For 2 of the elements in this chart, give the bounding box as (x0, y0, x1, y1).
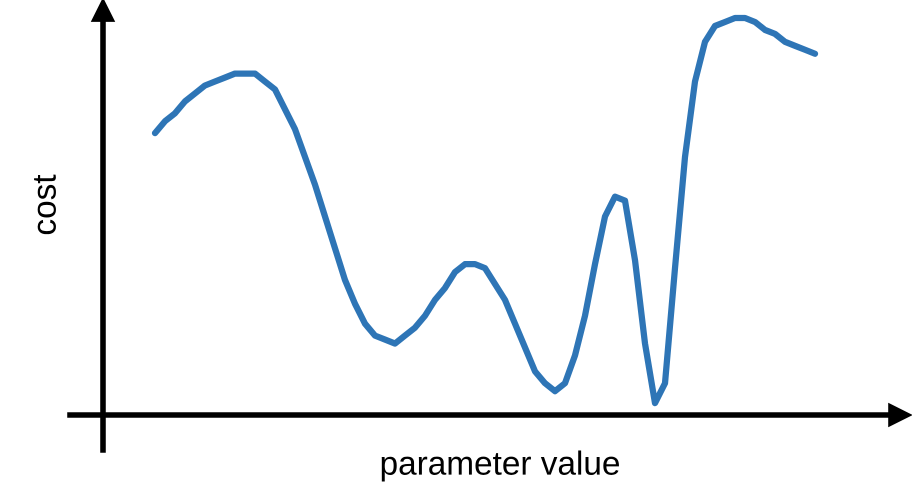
y-axis-title: cost (34, 174, 56, 234)
x-axis-title: parameter value (382, 450, 619, 482)
